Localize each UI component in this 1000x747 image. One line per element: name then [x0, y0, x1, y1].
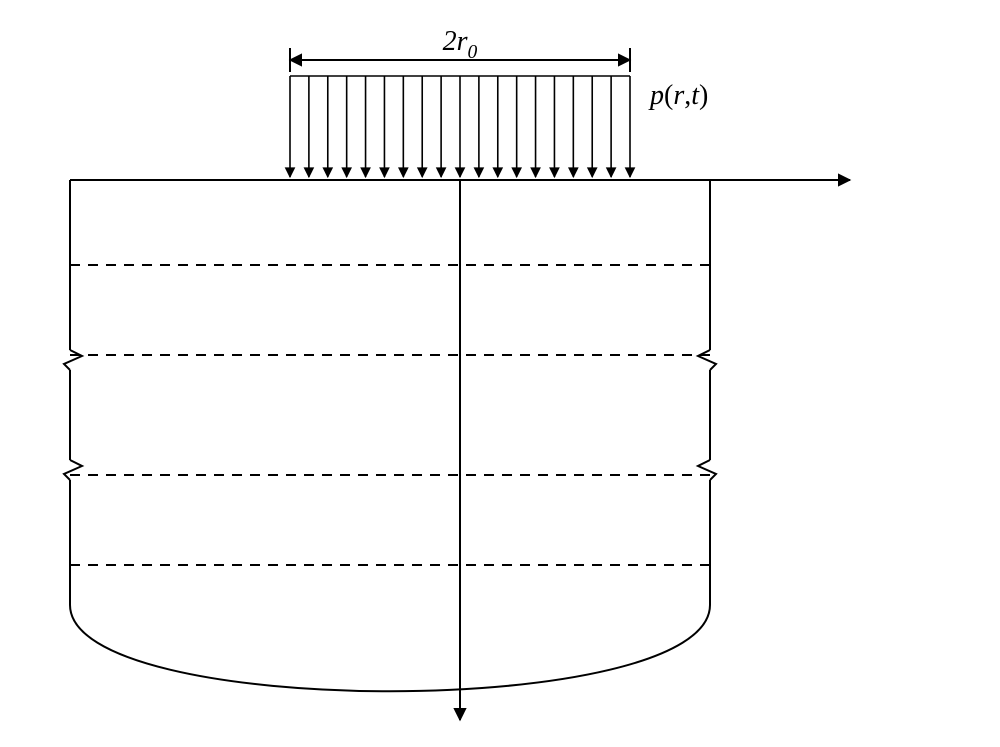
load-label: p(r,t): [648, 80, 708, 111]
dim-2r0: 2r0: [443, 26, 478, 63]
